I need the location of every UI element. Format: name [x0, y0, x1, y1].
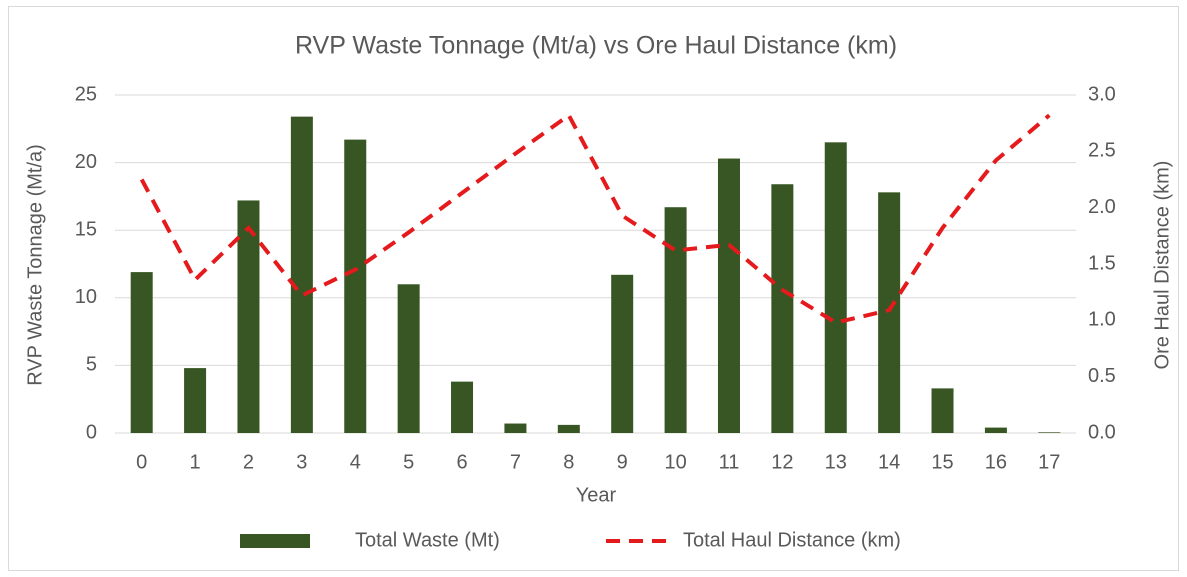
- x-tick-label: 2: [243, 451, 254, 473]
- bar: [824, 142, 847, 433]
- bar: [184, 368, 207, 433]
- x-tick-label: 6: [456, 451, 467, 473]
- x-tick-label: 13: [825, 451, 847, 473]
- x-tick-label: 17: [1038, 451, 1060, 473]
- bar: [771, 184, 794, 433]
- chart-border: [8, 6, 1179, 571]
- bar: [451, 381, 474, 433]
- x-tick-label: 8: [563, 451, 574, 473]
- bar: [611, 274, 634, 433]
- x-axis-title: Year: [576, 484, 617, 506]
- bar: [344, 139, 367, 433]
- bar: [504, 423, 527, 433]
- x-tick-label: 3: [296, 451, 307, 473]
- y2ticks-label: 3.0: [1088, 83, 1116, 105]
- x-tick-label: 11: [719, 451, 740, 473]
- yticks-label: 5: [86, 354, 97, 376]
- y2ticks-label: 2.0: [1088, 196, 1116, 218]
- x-tick-label: 12: [771, 451, 793, 473]
- yticks-label: 10: [75, 286, 97, 308]
- line: [139, 112, 1051, 325]
- bar: [557, 424, 580, 433]
- x-tick-label: 0: [136, 451, 147, 473]
- x-tick-label: 9: [617, 451, 628, 473]
- bar: [717, 158, 740, 433]
- x-tick-label: 5: [403, 451, 414, 473]
- bar: [664, 207, 687, 433]
- x-tick-label: 1: [190, 451, 201, 473]
- bar: [984, 427, 1007, 433]
- legend-swatch: [240, 534, 310, 548]
- legend-label: Total Waste (Mt): [355, 529, 500, 551]
- x-tick-label: 7: [510, 451, 521, 473]
- yticks-label: 15: [75, 218, 97, 240]
- y2ticks-label: 0.0: [1088, 421, 1116, 443]
- yticks-label: 25: [75, 83, 97, 105]
- bar: [237, 200, 260, 433]
- yticks-label: 0: [86, 421, 97, 443]
- legend-label: Total Haul Distance (km): [683, 529, 901, 551]
- bar: [878, 192, 901, 433]
- y-axis-title: RVP Waste Tonnage (Mt/a): [24, 144, 46, 386]
- y2ticks-label: 0.5: [1088, 365, 1116, 387]
- y2-axis-title: Ore Haul Distance (km): [1151, 161, 1173, 370]
- bar: [290, 116, 313, 433]
- bar: [931, 388, 954, 433]
- y2ticks-label: 1.0: [1088, 309, 1116, 331]
- x-tick-label: 4: [350, 451, 361, 473]
- bar: [130, 272, 153, 433]
- x-tick-label: 15: [931, 451, 953, 473]
- bar: [397, 284, 420, 433]
- x-tick-label: 14: [878, 451, 900, 473]
- yticks-label: 20: [75, 151, 97, 173]
- bar: [1038, 432, 1061, 433]
- x-tick-label: 10: [664, 451, 686, 473]
- x-tick-label: 16: [985, 451, 1007, 473]
- y2ticks-label: 1.5: [1088, 252, 1116, 274]
- chart-title: RVP Waste Tonnage (Mt/a) vs Ore Haul Dis…: [295, 32, 897, 60]
- y2ticks-label: 2.5: [1088, 140, 1116, 162]
